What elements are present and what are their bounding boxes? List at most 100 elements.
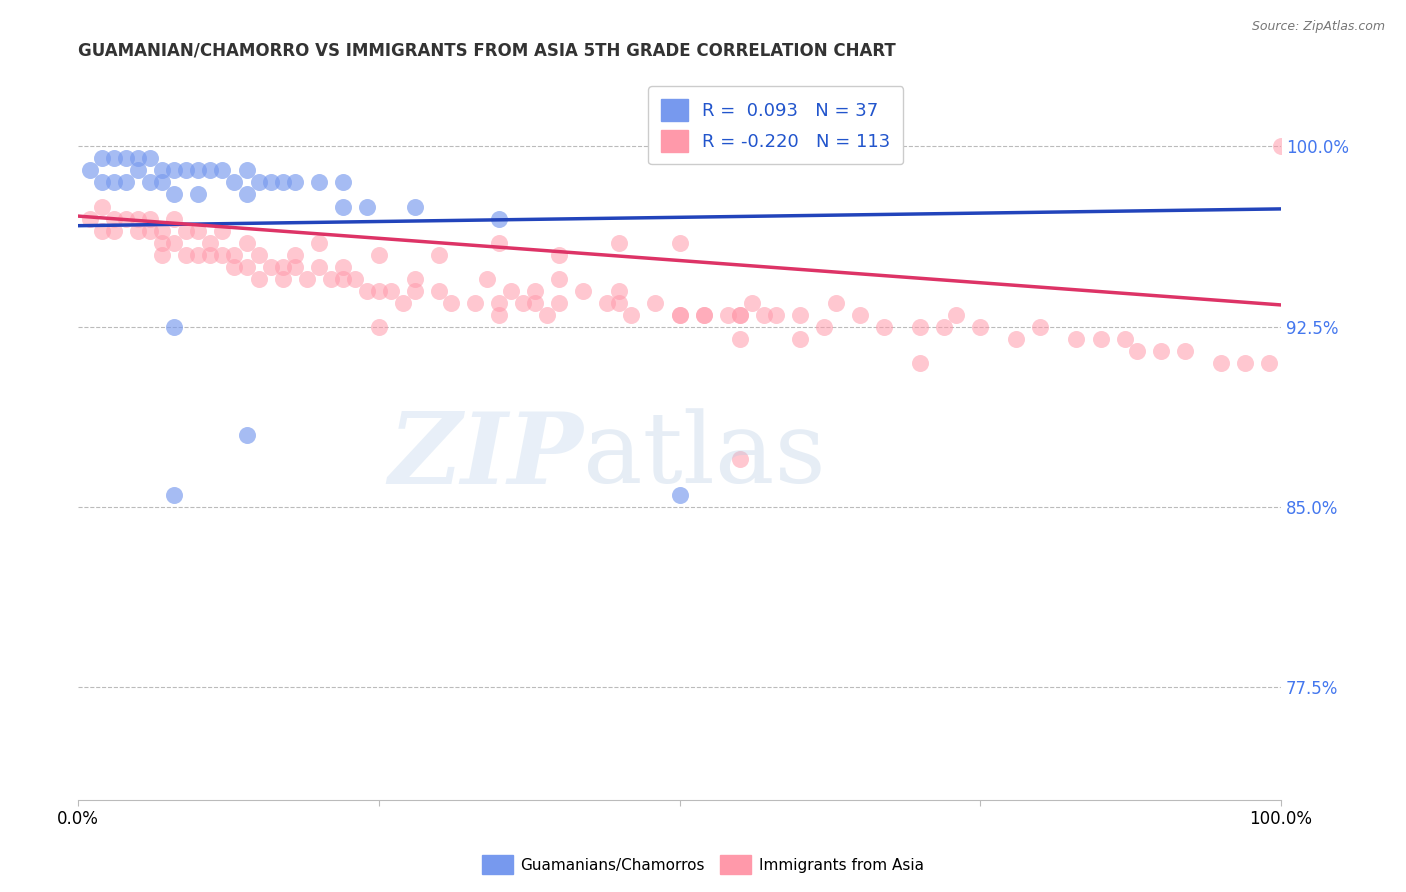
Point (247, 247, 270, 261)
Point (728, 451, 751, 466)
Point (548, 295, 571, 310)
Point (79, 211, 101, 226)
Point (91, 176, 114, 190)
Point (139, 223, 162, 237)
Point (115, 176, 138, 190)
Point (1174, 343, 1197, 358)
Point (668, 308, 690, 322)
Point (150, 223, 173, 237)
Point (464, 295, 486, 310)
Point (224, 260, 246, 274)
Point (741, 295, 763, 310)
Point (524, 284, 547, 298)
Point (163, 211, 186, 226)
Point (295, 271, 318, 285)
Point (440, 295, 463, 310)
Point (284, 247, 307, 261)
Point (1209, 355, 1232, 369)
Point (103, 211, 125, 226)
Point (235, 260, 257, 274)
Point (668, 308, 690, 322)
Point (596, 295, 619, 310)
Point (524, 295, 547, 310)
Point (163, 319, 186, 334)
Point (308, 176, 330, 190)
Point (103, 176, 125, 190)
Legend: Guamanians/Chamorros, Immigrants from Asia: Guamanians/Chamorros, Immigrants from As… (477, 849, 929, 880)
Point (259, 176, 281, 190)
Point (945, 308, 967, 322)
Point (512, 295, 534, 310)
Point (969, 319, 991, 334)
Point (728, 308, 751, 322)
Point (187, 223, 209, 237)
Point (1233, 355, 1256, 369)
Point (1150, 343, 1173, 358)
Point (163, 487, 186, 501)
Point (728, 308, 751, 322)
Point (765, 308, 787, 322)
Point (103, 223, 125, 237)
Point (163, 235, 186, 250)
Point (235, 163, 257, 178)
Point (284, 260, 307, 274)
Point (789, 308, 811, 322)
Point (319, 271, 342, 285)
Point (127, 163, 149, 178)
Text: atlas: atlas (583, 409, 827, 504)
Point (692, 308, 714, 322)
Point (79, 163, 101, 178)
Point (200, 235, 222, 250)
Point (91, 200, 114, 214)
Point (1270, 139, 1292, 153)
Point (211, 223, 233, 237)
Point (1066, 332, 1088, 346)
Point (103, 152, 125, 166)
Point (356, 200, 378, 214)
Point (609, 295, 631, 310)
Point (127, 223, 149, 237)
Point (404, 200, 426, 214)
Point (91, 223, 114, 237)
Point (1090, 332, 1112, 346)
Point (127, 152, 149, 166)
Point (1114, 332, 1136, 346)
Point (1005, 332, 1028, 346)
Point (728, 332, 751, 346)
Point (259, 260, 281, 274)
Point (849, 308, 872, 322)
Point (139, 211, 162, 226)
Point (187, 163, 209, 178)
Point (139, 176, 162, 190)
Point (150, 247, 173, 261)
Point (548, 271, 571, 285)
Point (488, 295, 510, 310)
Point (404, 271, 426, 285)
Point (644, 295, 666, 310)
Point (127, 211, 149, 226)
Point (115, 152, 138, 166)
Point (91, 152, 114, 166)
Point (668, 487, 690, 501)
Point (572, 284, 595, 298)
Point (488, 308, 510, 322)
Point (211, 247, 233, 261)
Point (427, 284, 450, 298)
Point (536, 308, 558, 322)
Text: ZIP: ZIP (388, 409, 583, 505)
Point (609, 284, 631, 298)
Point (211, 163, 233, 178)
Point (163, 163, 186, 178)
Point (176, 223, 198, 237)
Point (548, 247, 571, 261)
Point (200, 163, 222, 178)
Point (488, 211, 510, 226)
Point (668, 235, 690, 250)
Point (367, 247, 389, 261)
Point (908, 355, 931, 369)
Point (224, 247, 246, 261)
Point (271, 271, 294, 285)
Point (176, 163, 198, 178)
Point (150, 163, 173, 178)
Point (235, 235, 257, 250)
